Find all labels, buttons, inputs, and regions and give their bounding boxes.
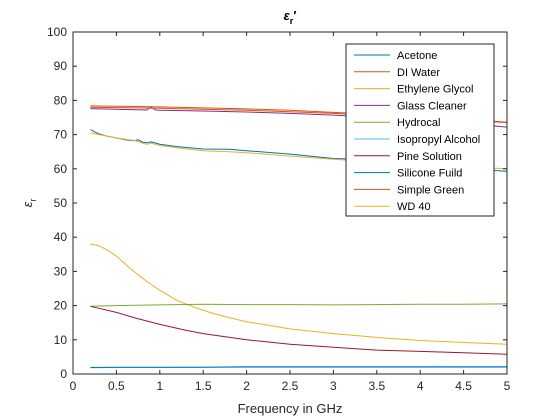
x-tick-label: 2 xyxy=(243,379,250,393)
y-tick-label: 0 xyxy=(60,367,67,381)
x-tick-label: 5 xyxy=(504,379,511,393)
legend-label-9: Simple Green xyxy=(397,184,464,196)
y-axis-title: εr xyxy=(20,199,38,208)
x-tick-label: 1.5 xyxy=(195,379,212,393)
y-tick-label: 30 xyxy=(54,264,68,278)
legend-label-5: Hydrocal xyxy=(397,117,440,129)
y-tick-label: 40 xyxy=(54,230,68,244)
x-tick-label: 2.5 xyxy=(282,379,299,393)
legend-label-7: Pine Solution xyxy=(397,151,462,163)
y-tick-label: 20 xyxy=(54,299,68,313)
y-tick-label: 70 xyxy=(54,128,68,142)
legend-label-6: Isopropyl Alcohol xyxy=(397,134,480,146)
x-tick-label: 4 xyxy=(417,379,424,393)
legend-box xyxy=(345,43,495,217)
series-line-7 xyxy=(90,305,508,355)
y-axis: 0 10 20 30 40 50 60 70 80 90 100 xyxy=(47,25,507,381)
y-tick-label: 80 xyxy=(54,93,68,107)
x-axis: 0 0.5 1 1.5 2 2.5 3 3.5 4 4.5 5 xyxy=(70,32,511,393)
y-tick-label: 50 xyxy=(54,196,68,210)
legend-label-10: WD 40 xyxy=(397,201,431,213)
legend: Acetone DI Water Ethylene Glycol Glass Clea… xyxy=(345,43,495,217)
series-line-5 xyxy=(90,303,508,307)
chart-title: εr′ xyxy=(284,8,297,26)
legend-label-3: Ethylene Glycol xyxy=(397,84,473,96)
x-tick-label: 1 xyxy=(156,379,163,393)
series-line-8 xyxy=(90,366,507,368)
x-tick-label: 0.5 xyxy=(108,379,125,393)
legend-label-8: Silicone Fuild xyxy=(397,168,462,180)
x-tick-label: 3 xyxy=(330,379,337,393)
x-axis-title: Frequency in GHz xyxy=(238,401,343,416)
legend-label-4: Glass Cleaner xyxy=(397,100,467,112)
legend-label-2: DI Water xyxy=(397,67,440,79)
series-line-3 xyxy=(90,243,508,345)
y-tick-label: 100 xyxy=(47,25,67,39)
x-tick-label: 0 xyxy=(70,379,77,393)
x-tick-label: 4.5 xyxy=(455,379,472,393)
y-tick-label: 90 xyxy=(54,59,68,73)
x-tick-label: 3.5 xyxy=(368,379,385,393)
y-tick-label: 10 xyxy=(54,333,68,347)
legend-label-1: Acetone xyxy=(397,50,437,62)
y-tick-label: 60 xyxy=(54,162,68,176)
